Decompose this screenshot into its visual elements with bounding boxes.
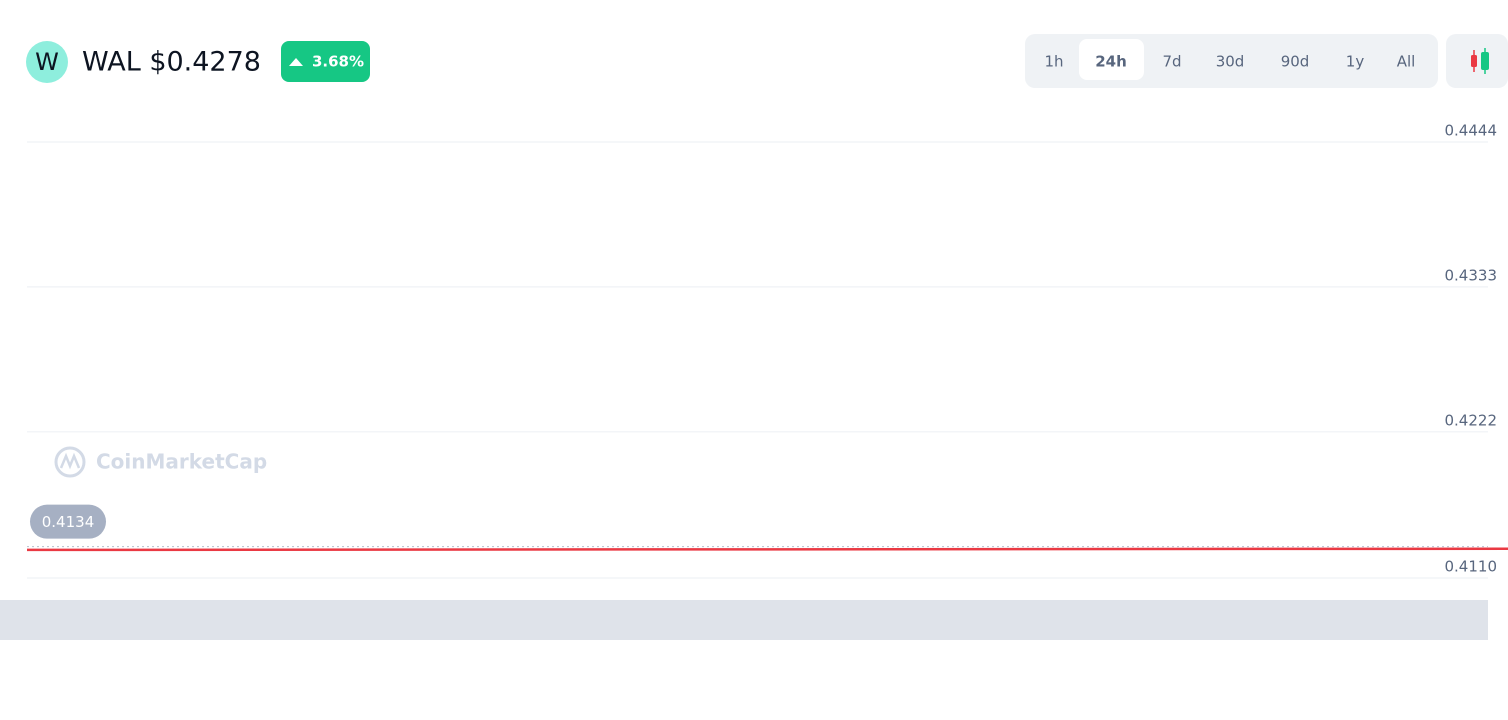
- candle-icon-green-body: [1481, 52, 1489, 70]
- range-option[interactable]: 1y: [1346, 53, 1365, 71]
- chart-title: WAL $0.4278: [82, 47, 261, 78]
- range-option[interactable]: All: [1397, 53, 1416, 71]
- range-option[interactable]: 24h: [1095, 53, 1127, 71]
- up-arrow: [289, 58, 303, 66]
- reference-label: 0.4134: [42, 513, 95, 531]
- range-active: [1079, 39, 1144, 80]
- y-tick-label: 0.4333: [1445, 266, 1498, 284]
- range-option[interactable]: 7d: [1162, 53, 1181, 71]
- range-option[interactable]: 30d: [1216, 53, 1245, 71]
- change-label: 3.68%: [312, 53, 364, 71]
- logo-letter: W: [35, 48, 59, 76]
- change-badge: [281, 41, 370, 82]
- volume-bar: [0, 600, 1488, 640]
- candle-icon-red-body: [1471, 55, 1477, 67]
- plot: 0.41100.42220.43330.444409:4011:4013:451…: [0, 122, 1508, 640]
- watermark-logo: [54, 446, 86, 478]
- range-option[interactable]: 90d: [1281, 53, 1310, 71]
- watermark-logo-mark: [59, 452, 81, 470]
- range-option[interactable]: 1h: [1044, 53, 1063, 71]
- y-tick-label: 0.4110: [1445, 558, 1498, 576]
- reference-pill: [30, 504, 106, 539]
- logo: [26, 41, 68, 83]
- range-group: 1h 24h 7d 30d 90d 1y All: [1044, 39, 1415, 80]
- y-tick-label: 0.4222: [1445, 411, 1498, 429]
- y-tick-label: 0.4444: [1445, 122, 1498, 140]
- watermark: CoinMarketCap: [96, 450, 267, 474]
